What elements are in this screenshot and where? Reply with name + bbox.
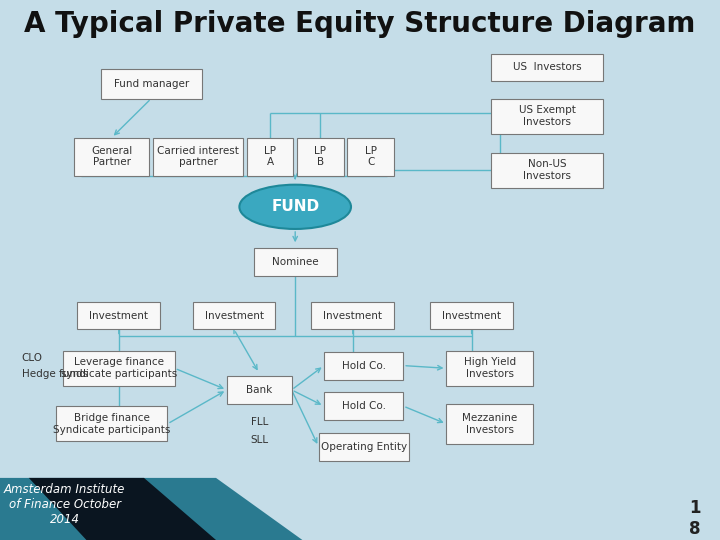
- FancyBboxPatch shape: [491, 54, 603, 81]
- FancyBboxPatch shape: [297, 138, 344, 176]
- FancyBboxPatch shape: [227, 376, 292, 404]
- Text: Hold Co.: Hold Co.: [341, 361, 386, 370]
- FancyBboxPatch shape: [324, 352, 403, 380]
- Text: Leverage finance
syndicate participants: Leverage finance syndicate participants: [60, 357, 177, 379]
- FancyBboxPatch shape: [78, 302, 161, 329]
- Text: Bank: Bank: [246, 385, 272, 395]
- FancyBboxPatch shape: [446, 404, 533, 444]
- FancyBboxPatch shape: [56, 406, 167, 442]
- Ellipse shape: [239, 185, 351, 229]
- Text: Mezzanine
Investors: Mezzanine Investors: [462, 413, 517, 435]
- FancyBboxPatch shape: [246, 138, 294, 176]
- Text: US  Investors: US Investors: [513, 63, 582, 72]
- Polygon shape: [29, 478, 216, 540]
- Text: CLO: CLO: [22, 353, 42, 363]
- Text: US Exempt
Investors: US Exempt Investors: [519, 105, 575, 127]
- Text: Investment: Investment: [442, 311, 501, 321]
- Text: Investment: Investment: [323, 311, 382, 321]
- FancyBboxPatch shape: [491, 98, 603, 133]
- Text: Bridge finance
Syndicate participants: Bridge finance Syndicate participants: [53, 413, 171, 435]
- Text: Investment: Investment: [89, 311, 148, 321]
- FancyBboxPatch shape: [253, 248, 336, 276]
- Text: Carried interest
partner: Carried interest partner: [157, 146, 239, 167]
- FancyBboxPatch shape: [324, 392, 403, 420]
- FancyBboxPatch shape: [193, 302, 275, 329]
- FancyBboxPatch shape: [311, 302, 395, 329]
- FancyBboxPatch shape: [348, 138, 395, 176]
- FancyBboxPatch shape: [63, 351, 174, 386]
- FancyBboxPatch shape: [153, 138, 243, 176]
- Text: Operating Entity: Operating Entity: [320, 442, 407, 451]
- Text: LP
B: LP B: [315, 146, 326, 167]
- Text: General
Partner: General Partner: [91, 146, 132, 167]
- Text: 1
8: 1 8: [689, 499, 701, 538]
- FancyBboxPatch shape: [319, 433, 409, 461]
- Text: A Typical Private Equity Structure Diagram: A Typical Private Equity Structure Diagr…: [24, 10, 696, 38]
- Text: High Yield
Investors: High Yield Investors: [464, 357, 516, 379]
- Text: Nominee: Nominee: [272, 257, 318, 267]
- Text: Fund manager: Fund manager: [114, 79, 189, 89]
- Text: Investment: Investment: [204, 311, 264, 321]
- FancyBboxPatch shape: [491, 152, 603, 187]
- Text: Hold Co.: Hold Co.: [341, 401, 386, 411]
- Text: SLL: SLL: [250, 435, 269, 445]
- Text: Hedge funds: Hedge funds: [22, 369, 88, 379]
- FancyBboxPatch shape: [431, 302, 513, 329]
- Polygon shape: [0, 478, 302, 540]
- Text: LP
A: LP A: [264, 146, 276, 167]
- Text: LP
C: LP C: [365, 146, 377, 167]
- FancyBboxPatch shape: [74, 138, 150, 176]
- Text: FLL: FLL: [251, 417, 268, 427]
- Text: Amsterdam Institute
of Finance October
2014: Amsterdam Institute of Finance October 2…: [4, 483, 125, 526]
- FancyBboxPatch shape: [446, 351, 533, 386]
- FancyBboxPatch shape: [101, 69, 202, 98]
- Text: Non-US
Investors: Non-US Investors: [523, 159, 571, 181]
- Text: FUND: FUND: [271, 199, 319, 214]
